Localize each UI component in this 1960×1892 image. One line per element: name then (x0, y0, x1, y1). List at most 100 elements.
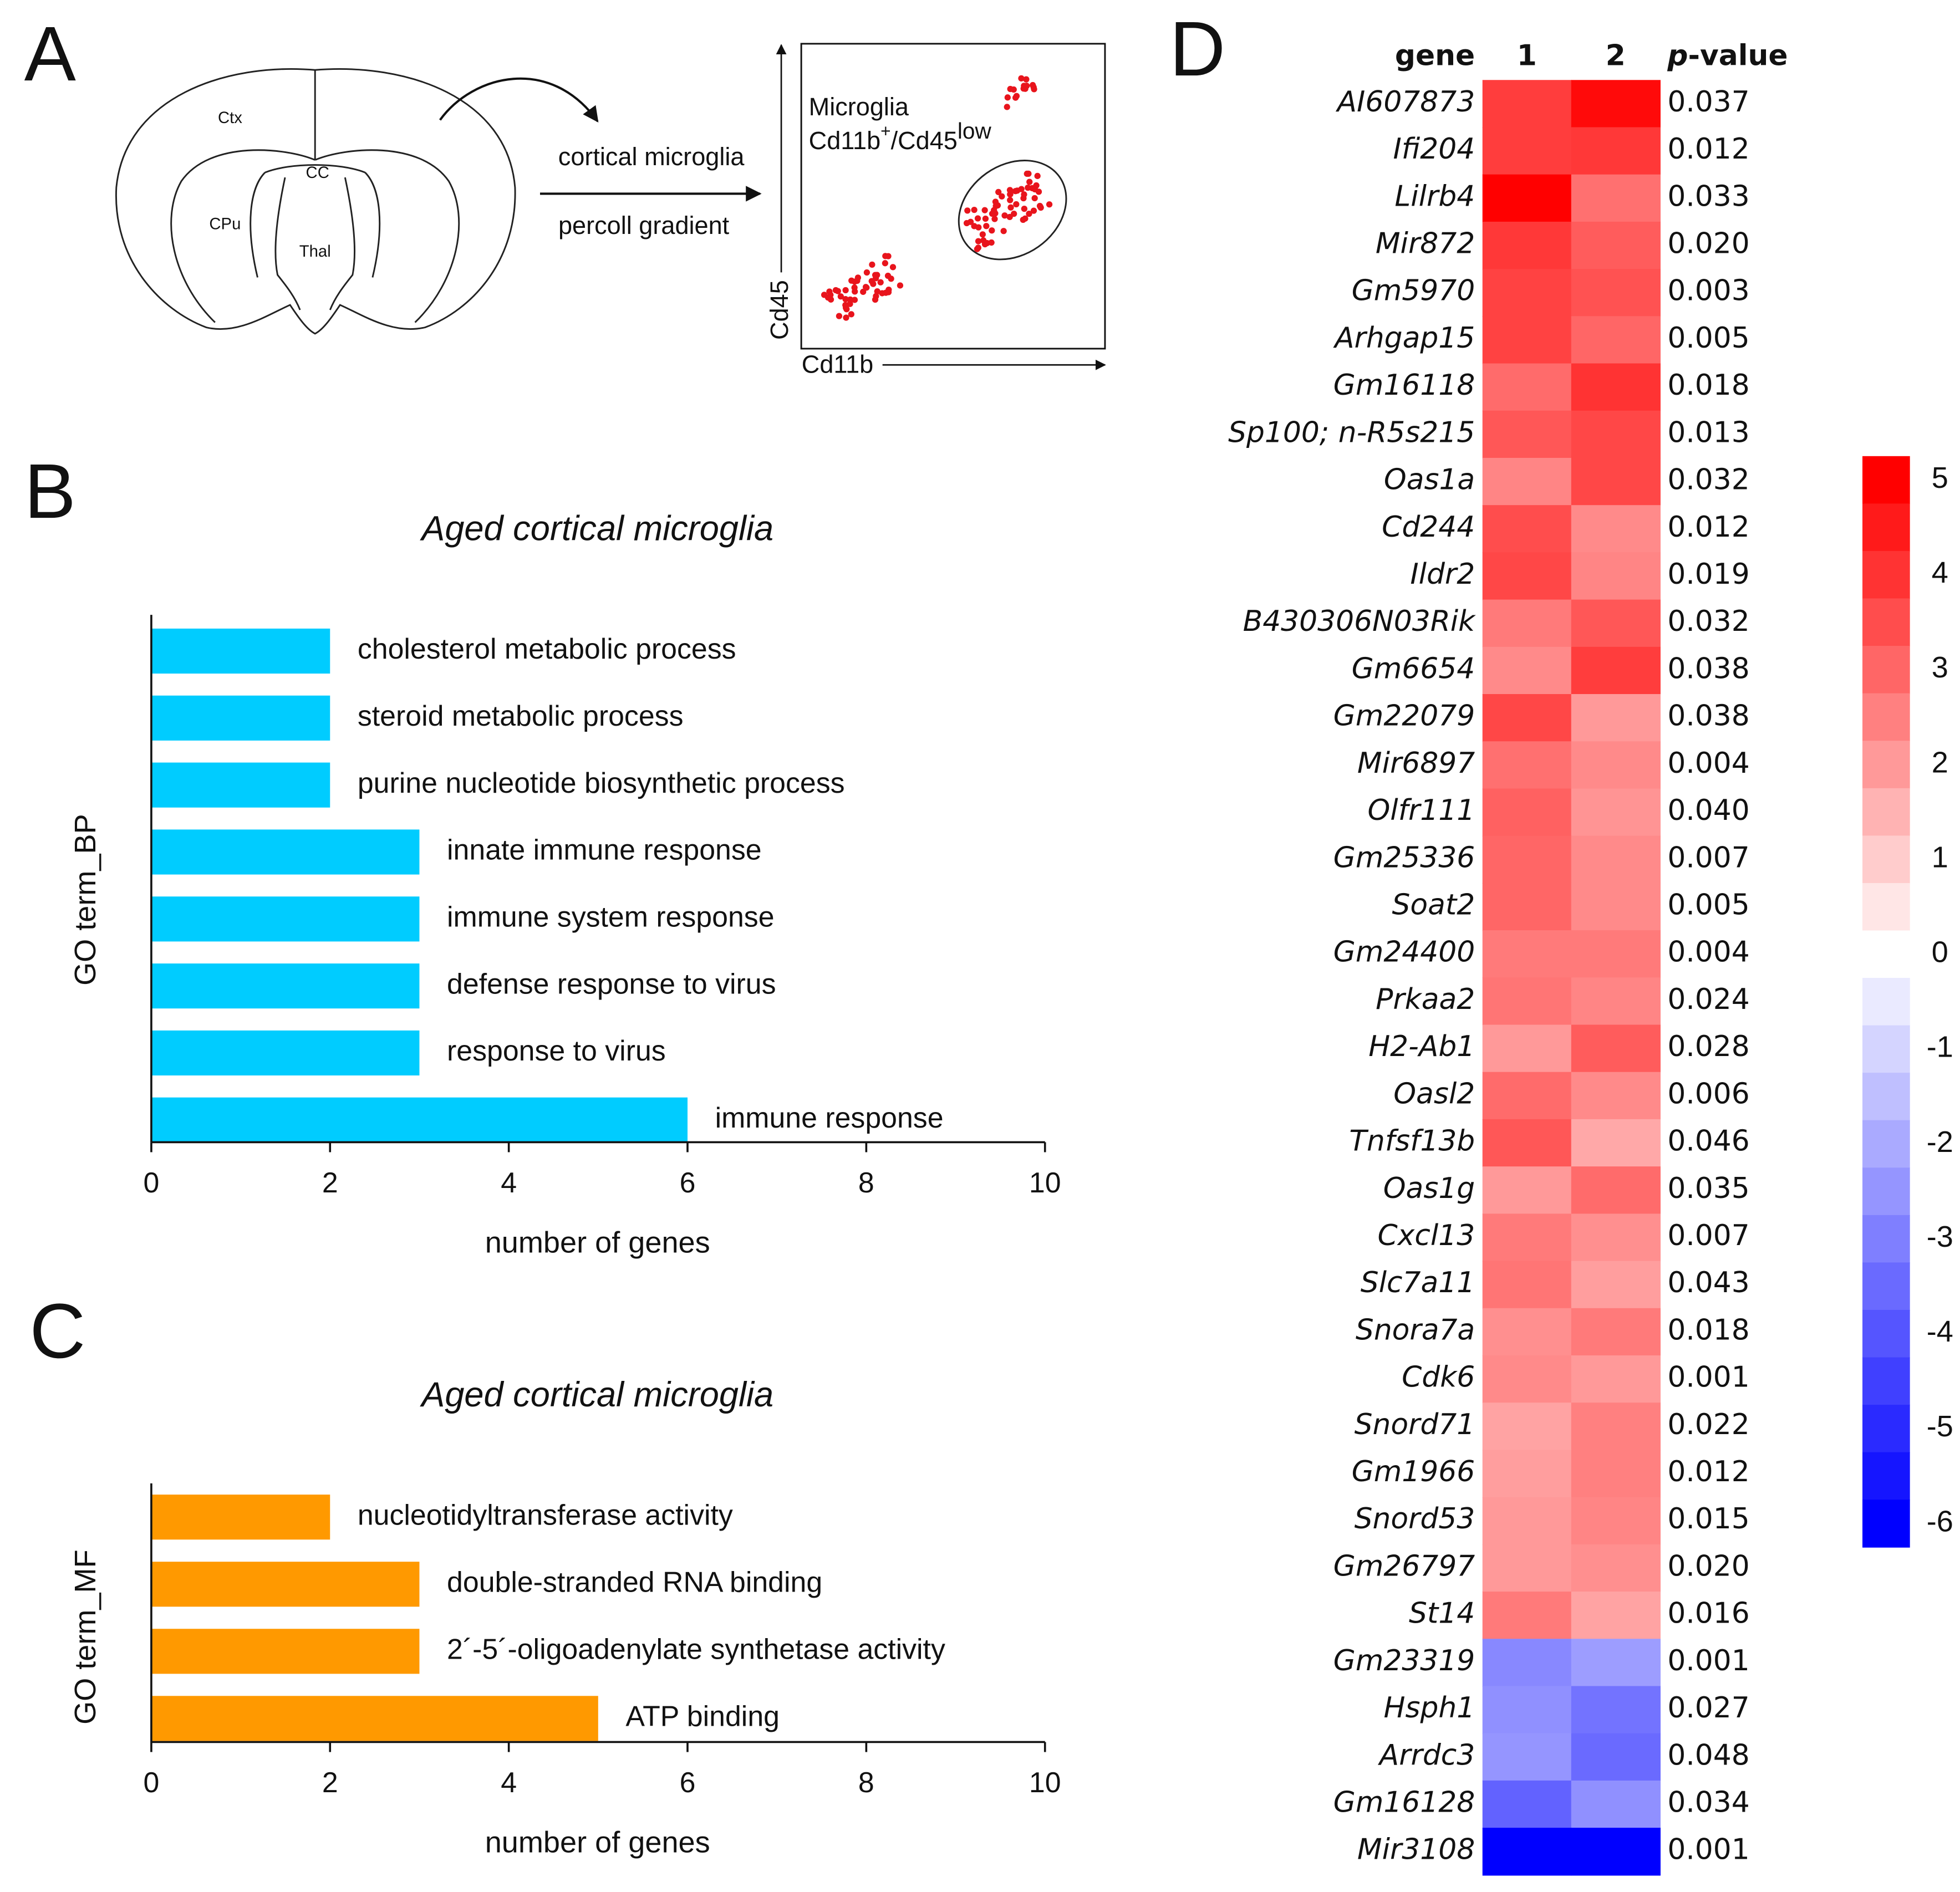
facs-dot (869, 261, 875, 268)
heat-cell (1571, 788, 1661, 837)
heat-cell (1571, 363, 1661, 411)
facs-dot (1034, 172, 1041, 180)
facs-dot (821, 292, 828, 298)
heat-cell (1571, 1355, 1661, 1404)
p-value: 0.046 (1667, 1125, 1749, 1158)
x-tick-label: 6 (680, 1766, 696, 1798)
p-header-part: p (1667, 39, 1688, 73)
gene-label: Gm22079 (1333, 700, 1475, 733)
facs-dot (1026, 210, 1032, 217)
facs-dot (851, 284, 858, 291)
facs-dot (991, 216, 998, 222)
x-tick-label: 4 (501, 1766, 517, 1798)
colorbar-band (1862, 835, 1910, 884)
heat-cell (1482, 505, 1572, 553)
gate-ellipse (958, 160, 1067, 261)
gene-label: Gm6654 (1352, 652, 1475, 685)
facs-dot (992, 203, 999, 210)
heat-cell (1482, 269, 1572, 317)
facs-dot (1030, 207, 1037, 214)
gene-label: Cd244 (1382, 511, 1475, 544)
p-value: 0.024 (1667, 983, 1749, 1016)
heat-cell (1482, 1261, 1572, 1309)
p-value: 0.019 (1667, 558, 1749, 591)
heat-cell (1482, 599, 1572, 647)
gene-label: Tnfsf13b (1349, 1125, 1475, 1158)
bar (151, 628, 330, 674)
facs-dot (1021, 191, 1027, 198)
facs-dot (1007, 197, 1014, 203)
facs-dot (975, 238, 982, 244)
arrow-label: percoll gradient (558, 211, 730, 239)
panel-label: C (29, 1287, 85, 1374)
p-value: 0.043 (1667, 1266, 1749, 1299)
colorbar-band (1862, 1309, 1910, 1358)
heat-cell (1571, 80, 1661, 128)
gate-marker-part: low (958, 118, 992, 144)
y-axis-label: GO term_MF (69, 1549, 102, 1725)
gate-marker: Cd11b+/Cd45low (809, 118, 992, 155)
heat-cell (1571, 1119, 1661, 1167)
p-value: 0.012 (1667, 1455, 1749, 1488)
gene-label: Prkaa2 (1376, 983, 1475, 1016)
heat-cell (1571, 1686, 1661, 1734)
bar-label: double-stranded RNA binding (447, 1565, 822, 1598)
y-axis-label: GO term_BP (69, 814, 102, 986)
gate-marker-part: /Cd45 (891, 126, 958, 155)
p-value: 0.012 (1667, 511, 1749, 544)
facs-dot (974, 215, 981, 222)
facs-dot (848, 311, 855, 318)
facs-dot (1031, 86, 1037, 93)
facs-y-label: Cd45 (765, 280, 793, 340)
facs-dot (836, 313, 843, 319)
gene-label: Snord71 (1355, 1408, 1475, 1441)
colorbar-band (1862, 1167, 1910, 1216)
colorbar-band (1862, 1025, 1910, 1074)
facs-dot (827, 296, 834, 303)
heat-cell (1482, 1733, 1572, 1782)
facs-dot (989, 227, 995, 234)
heat-cell (1571, 174, 1661, 223)
heat-cell (1571, 1780, 1661, 1829)
gene-label: Snora7a (1356, 1313, 1475, 1347)
heat-cell (1482, 221, 1572, 270)
region-label: Ctx (218, 109, 242, 127)
bar-label: response to virus (447, 1034, 666, 1067)
p-value: 0.016 (1667, 1597, 1749, 1630)
heat-cell (1482, 457, 1572, 506)
facs-dot (872, 296, 879, 303)
facs-dot (885, 289, 892, 295)
heat-cell (1571, 1592, 1661, 1640)
column-header: 2 (1606, 39, 1626, 73)
heat-cell (1571, 457, 1661, 506)
gene-label: Gm23319 (1333, 1644, 1475, 1677)
colorbar-tick-label: -4 (1927, 1315, 1953, 1348)
p-value: 0.012 (1667, 132, 1749, 166)
facs-dot (854, 274, 862, 281)
heat-cell (1571, 1733, 1661, 1782)
x-axis-label: number of genes (485, 1826, 710, 1859)
heat-cell (1482, 694, 1572, 742)
colorbar-band (1862, 550, 1910, 599)
gene-label: Gm5970 (1352, 274, 1475, 308)
heat-cell (1482, 1450, 1572, 1498)
gene-label: Mir3108 (1357, 1833, 1475, 1866)
facs-dot (1011, 211, 1017, 217)
gene-label: Gm25336 (1333, 841, 1475, 874)
facs-dot (999, 193, 1005, 200)
heat-cell (1482, 883, 1572, 931)
facs-dot (1007, 191, 1014, 197)
p-value: 0.040 (1667, 794, 1749, 827)
p-value: 0.032 (1667, 463, 1749, 497)
gene-label: Ildr2 (1410, 558, 1475, 591)
p-value: 0.048 (1667, 1738, 1749, 1772)
p-value: 0.004 (1667, 936, 1749, 969)
heat-cell (1482, 788, 1572, 837)
bar (151, 695, 330, 741)
gene-label: AI607873 (1336, 85, 1475, 119)
p-value: 0.001 (1667, 1361, 1749, 1394)
gene-label: Olfr111 (1368, 794, 1475, 827)
p-value: 0.038 (1667, 652, 1749, 685)
x-tick-label: 8 (858, 1166, 874, 1199)
facs-dot (983, 223, 990, 230)
